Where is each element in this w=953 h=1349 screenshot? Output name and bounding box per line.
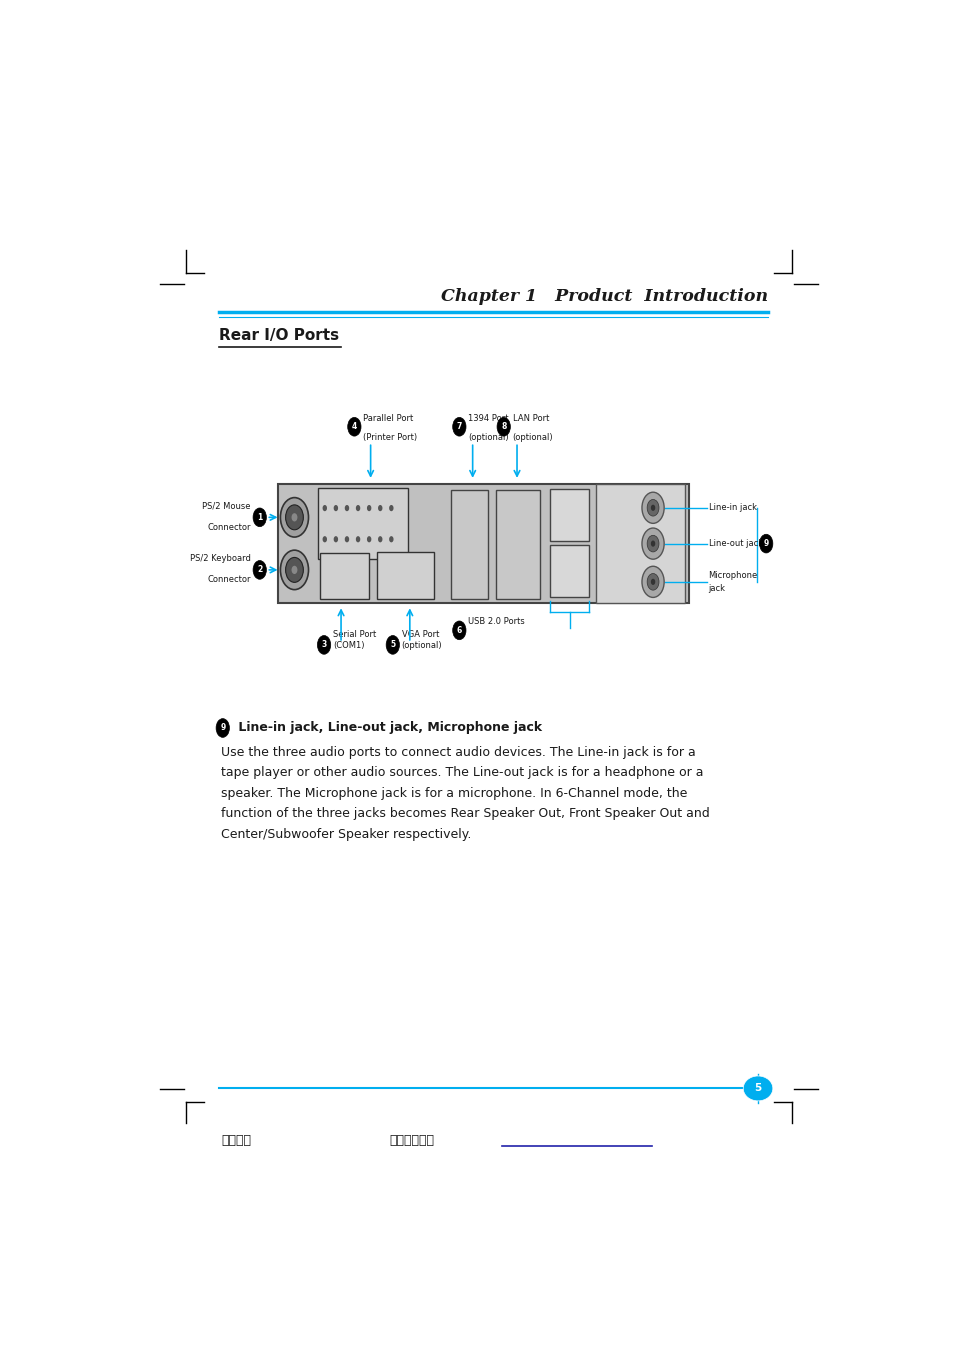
Circle shape <box>377 505 382 511</box>
Circle shape <box>646 573 659 590</box>
Circle shape <box>253 561 266 579</box>
Circle shape <box>292 513 297 522</box>
Circle shape <box>650 579 655 585</box>
Text: 7: 7 <box>456 422 461 432</box>
Circle shape <box>334 536 337 542</box>
Text: 9: 9 <box>220 723 225 733</box>
Text: Rear I/O Ports: Rear I/O Ports <box>219 328 339 343</box>
Text: Use the three audio ports to connect audio devices. The Line-in jack is for a
ta: Use the three audio ports to connect aud… <box>221 746 709 840</box>
Text: 1: 1 <box>256 513 262 522</box>
Circle shape <box>253 509 266 526</box>
Circle shape <box>344 536 349 542</box>
Text: Line-in jack: Line-in jack <box>708 503 756 513</box>
Text: Parallel Port: Parallel Port <box>363 414 413 422</box>
Circle shape <box>285 557 303 583</box>
Text: 5: 5 <box>390 641 395 649</box>
Circle shape <box>389 536 394 542</box>
Circle shape <box>317 635 331 654</box>
Text: (optional): (optional) <box>401 641 442 650</box>
Text: 6: 6 <box>456 626 461 635</box>
FancyBboxPatch shape <box>451 490 488 599</box>
Circle shape <box>367 505 371 511</box>
Text: Line-in jack, Line-out jack, Microphone jack: Line-in jack, Line-out jack, Microphone … <box>233 722 541 734</box>
Circle shape <box>367 536 371 542</box>
Circle shape <box>453 417 465 436</box>
Circle shape <box>650 541 655 546</box>
Text: 4: 4 <box>352 422 356 432</box>
Circle shape <box>347 417 360 436</box>
Text: (optional): (optional) <box>512 433 553 442</box>
Circle shape <box>641 567 663 598</box>
Text: PS/2 Keyboard: PS/2 Keyboard <box>190 553 251 563</box>
Text: VGA Port: VGA Port <box>401 630 438 638</box>
Circle shape <box>646 499 659 517</box>
Text: 试用版本创建: 试用版本创建 <box>389 1135 434 1147</box>
Circle shape <box>355 505 360 511</box>
FancyBboxPatch shape <box>549 490 589 541</box>
Text: 3: 3 <box>321 641 326 649</box>
Text: 1394 Port: 1394 Port <box>468 414 508 422</box>
Circle shape <box>292 565 297 575</box>
Circle shape <box>389 505 394 511</box>
Text: Microphone: Microphone <box>708 571 757 580</box>
Circle shape <box>344 505 349 511</box>
Text: (optional): (optional) <box>468 433 508 442</box>
Text: 5: 5 <box>754 1083 760 1094</box>
Text: 2: 2 <box>256 565 262 575</box>
Circle shape <box>646 536 659 552</box>
FancyBboxPatch shape <box>376 552 434 599</box>
Text: USB 2.0 Ports: USB 2.0 Ports <box>468 618 524 626</box>
Text: Connector: Connector <box>207 522 251 532</box>
Text: Line-out jack: Line-out jack <box>708 540 761 548</box>
FancyBboxPatch shape <box>596 484 684 603</box>
Text: 9: 9 <box>762 540 768 548</box>
Ellipse shape <box>742 1077 772 1101</box>
Circle shape <box>497 417 510 436</box>
Circle shape <box>280 550 308 590</box>
FancyBboxPatch shape <box>495 490 539 599</box>
Circle shape <box>322 536 327 542</box>
Text: PS/2 Mouse: PS/2 Mouse <box>202 500 251 510</box>
Circle shape <box>453 621 465 639</box>
Circle shape <box>216 719 229 738</box>
Circle shape <box>285 505 303 530</box>
Circle shape <box>759 534 772 553</box>
Circle shape <box>386 635 399 654</box>
Text: (Printer Port): (Printer Port) <box>363 433 416 442</box>
FancyBboxPatch shape <box>319 553 369 599</box>
Circle shape <box>641 527 663 560</box>
Circle shape <box>641 492 663 523</box>
Circle shape <box>650 505 655 511</box>
Text: (COM1): (COM1) <box>333 641 364 650</box>
Text: 8: 8 <box>500 422 506 432</box>
Text: Chapter 1   Product  Introduction: Chapter 1 Product Introduction <box>441 289 767 305</box>
Circle shape <box>280 498 308 537</box>
Circle shape <box>355 536 360 542</box>
Text: Connector: Connector <box>207 575 251 584</box>
Circle shape <box>334 505 337 511</box>
Text: jack: jack <box>708 584 724 592</box>
FancyBboxPatch shape <box>317 487 408 558</box>
Circle shape <box>377 536 382 542</box>
FancyBboxPatch shape <box>278 484 688 603</box>
Text: Serial Port: Serial Port <box>333 630 375 638</box>
FancyBboxPatch shape <box>549 545 589 598</box>
Circle shape <box>322 505 327 511</box>
Text: 文件使用: 文件使用 <box>221 1135 251 1147</box>
Text: LAN Port: LAN Port <box>512 414 548 422</box>
